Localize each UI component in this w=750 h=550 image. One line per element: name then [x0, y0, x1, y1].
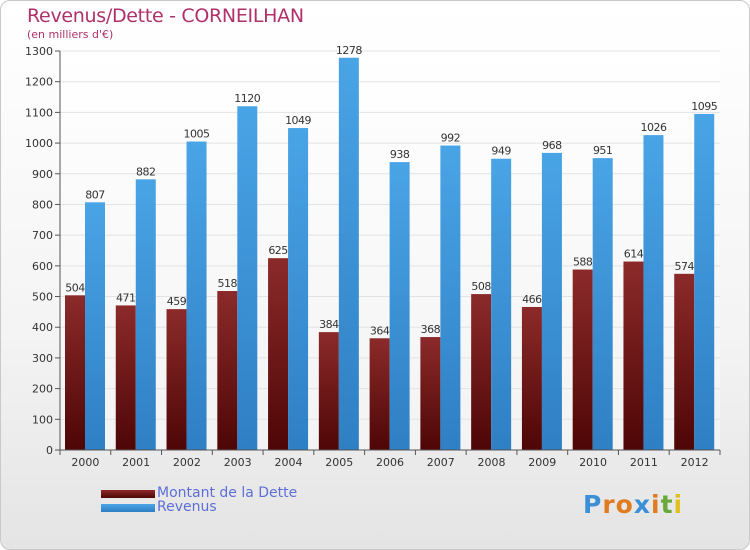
- data-label-revenus-2011: 1026: [640, 121, 666, 134]
- bar-revenus-2001: [135, 179, 156, 451]
- y-tick-label: 900: [32, 168, 53, 181]
- bar-dette-2011: [623, 261, 644, 450]
- y-tick-label: 400: [32, 321, 53, 334]
- y-tick-label: 1200: [25, 76, 53, 89]
- x-tick-label: 2002: [173, 456, 201, 469]
- bar-revenus-2002: [186, 141, 207, 451]
- bar-dette-2006: [369, 338, 390, 450]
- data-label-revenus-2006: 938: [390, 148, 410, 161]
- bar-dette-2004: [268, 258, 289, 450]
- data-label-revenus-2010: 951: [593, 144, 613, 157]
- data-label-dette-2010: 588: [573, 256, 593, 269]
- legend-swatch-revenus: [101, 504, 155, 512]
- x-tick-label: 2011: [630, 456, 658, 469]
- y-tick-label: 100: [32, 413, 53, 426]
- data-label-dette-2012: 574: [674, 260, 694, 273]
- y-tick-label: 600: [32, 260, 53, 273]
- bar-revenus-2005: [338, 57, 359, 450]
- bar-revenus-2003: [237, 106, 258, 450]
- value-labels: 504 807 471 882 459 1005 518 1120 625 1049 384 1278…: [65, 44, 718, 338]
- bar-revenus-2007: [440, 145, 461, 451]
- logo-letter: o: [615, 490, 634, 519]
- y-tick-label: 1100: [25, 106, 53, 119]
- bar-dette-2000: [65, 295, 85, 450]
- data-label-revenus-2001: 882: [136, 165, 156, 178]
- bar-revenus-2008: [491, 158, 512, 451]
- x-tick-label: 2012: [681, 456, 709, 469]
- chart-title: Revenus/Dette - CORNEILHAN: [27, 5, 304, 27]
- data-label-revenus-2002: 1005: [184, 128, 210, 141]
- data-label-dette-2008: 508: [471, 280, 491, 293]
- x-tick-label: 2007: [427, 456, 455, 469]
- data-label-dette-2006: 364: [370, 324, 390, 337]
- data-label-dette-2001: 471: [116, 291, 136, 304]
- bar-dette-2007: [420, 337, 441, 450]
- logo-letter: t: [660, 490, 674, 519]
- data-label-revenus-2003: 1120: [234, 92, 260, 105]
- bar-revenus-2006: [389, 162, 410, 451]
- y-tick-label: 500: [32, 291, 53, 304]
- data-label-dette-2009: 466: [522, 293, 542, 306]
- y-tick-label: 0: [46, 444, 53, 457]
- data-label-dette-2000: 504: [65, 281, 85, 294]
- bar-revenus-2012: [694, 113, 715, 451]
- data-label-revenus-2007: 992: [441, 132, 461, 145]
- logo-letter: P: [583, 490, 603, 519]
- legend-swatch-dette: [101, 490, 155, 498]
- bar-dette-2010: [572, 269, 593, 450]
- legend-label-dette: Montant de la Dette: [157, 485, 298, 501]
- bar-dette-2005: [318, 332, 339, 450]
- legend-label-revenus: Revenus: [157, 499, 217, 515]
- chart-subtitle: (en milliers d'€): [27, 28, 114, 41]
- x-tick-label: 2008: [478, 456, 506, 469]
- data-label-dette-2005: 384: [319, 318, 339, 331]
- bars: [65, 57, 715, 451]
- logo-letter: i: [651, 490, 661, 519]
- y-tick-label: 1000: [25, 137, 53, 150]
- bar-dette-2003: [217, 291, 238, 450]
- bar-revenus-2011: [643, 135, 664, 450]
- x-tick-label: 2003: [224, 456, 252, 469]
- proxiti-logo: Proxiti: [583, 490, 683, 519]
- y-tick-label: 700: [32, 229, 53, 242]
- x-tick-label: 2001: [122, 456, 150, 469]
- bar-revenus-2004: [288, 128, 309, 450]
- y-tick-label: 200: [32, 383, 53, 396]
- data-label-revenus-2008: 949: [491, 145, 511, 158]
- data-label-dette-2011: 614: [624, 248, 644, 261]
- data-label-revenus-2000: 807: [85, 188, 105, 201]
- logo-letter: x: [633, 490, 651, 519]
- x-tick-label: 2004: [274, 456, 302, 469]
- bar-revenus-2010: [592, 158, 613, 450]
- axes: 0 100 200 300 400 500 600 700 800 900 1000 1100 1200…: [25, 45, 721, 469]
- data-label-dette-2007: 368: [421, 323, 441, 336]
- logo-letter: r: [602, 490, 616, 519]
- data-label-revenus-2012: 1095: [691, 100, 717, 113]
- data-label-revenus-2005: 1278: [336, 44, 362, 57]
- x-tick-label: 2006: [376, 456, 404, 469]
- bar-dette-2001: [115, 305, 136, 450]
- data-label-revenus-2004: 1049: [285, 114, 311, 127]
- data-label-revenus-2009: 968: [542, 139, 562, 152]
- x-tick-label: 2010: [579, 456, 607, 469]
- x-tick-label: 2000: [71, 456, 99, 469]
- x-tick-label: 2005: [325, 456, 353, 469]
- x-tick-label: 2009: [528, 456, 556, 469]
- y-tick-label: 300: [32, 352, 53, 365]
- bar-dette-2009: [521, 306, 542, 450]
- bar-revenus-2009: [541, 152, 562, 450]
- bar-dette-2008: [471, 294, 492, 450]
- bar-dette-2012: [674, 273, 695, 450]
- y-tick-label: 800: [32, 198, 53, 211]
- logo-letter: i: [673, 490, 684, 519]
- bar-revenus-2000: [85, 202, 105, 450]
- bar-dette-2002: [166, 309, 187, 450]
- data-label-dette-2003: 518: [218, 277, 238, 290]
- y-tick-label: 1300: [25, 45, 53, 58]
- data-label-dette-2004: 625: [268, 244, 288, 257]
- data-label-dette-2002: 459: [167, 295, 187, 308]
